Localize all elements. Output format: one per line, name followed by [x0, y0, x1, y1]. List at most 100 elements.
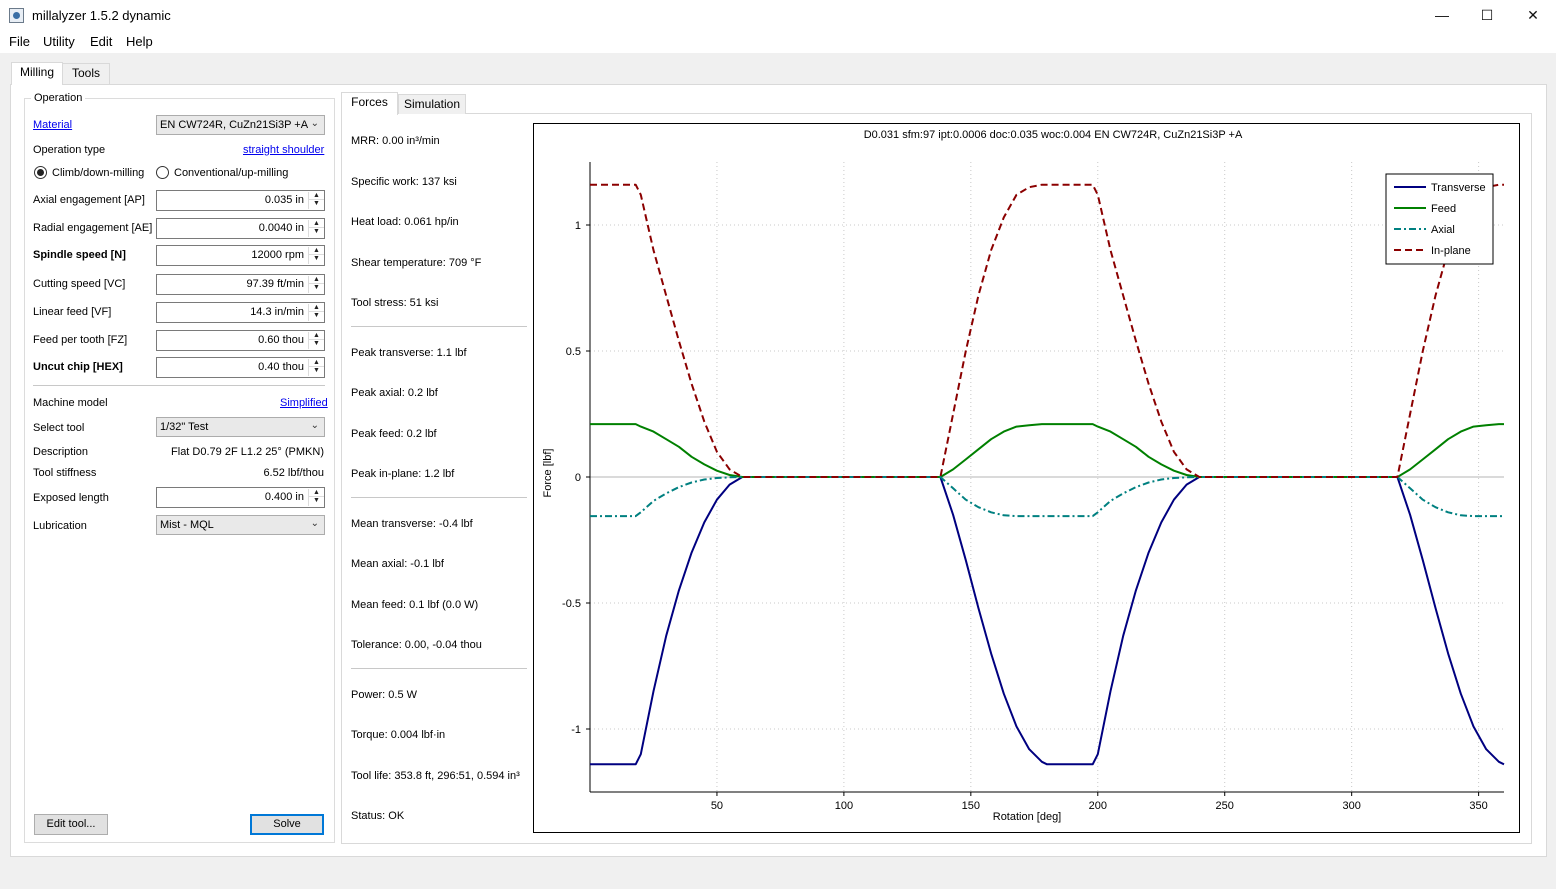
- uncut-chip-label: Uncut chip [HEX]: [33, 361, 123, 373]
- close-button[interactable]: ✕: [1527, 7, 1539, 23]
- spin-up-icon[interactable]: ▲: [309, 247, 324, 255]
- stat-tolerance: Tolerance: 0.00, -0.04 thou: [351, 639, 482, 651]
- uncut-chip-input[interactable]: 0.40 thou ▲ ▼: [156, 357, 325, 378]
- spin-down-icon[interactable]: ▼: [313, 284, 320, 291]
- lubrication-combo[interactable]: Mist - MQL ⌄: [156, 515, 325, 535]
- feed-per-tooth-label: Feed per tooth [FZ]: [33, 334, 128, 346]
- edit-tool-button[interactable]: Edit tool...: [34, 814, 108, 835]
- stat-tool-life: Tool life: 353.8 ft, 296:51, 0.594 in³: [351, 770, 520, 782]
- stat-power: Power: 0.5 W: [351, 689, 418, 701]
- spin-down-icon[interactable]: ▼: [313, 200, 320, 207]
- axial-engagement-value: 0.035 in: [264, 194, 304, 206]
- spin-down-icon[interactable]: ▼: [313, 340, 320, 347]
- spin-arrows[interactable]: ▲ ▼: [308, 220, 324, 237]
- stat-peak-axial: Peak axial: 0.2 lbf: [351, 387, 438, 399]
- tab-milling[interactable]: Milling: [11, 62, 63, 85]
- exposed-length-input[interactable]: 0.400 in ▲ ▼: [156, 487, 325, 508]
- force-chart[interactable]: 50 100 150 200 250 300 350 1 0.5 0 -0.5 -1 D0.031 sf…: [533, 123, 1520, 833]
- radial-engagement-input[interactable]: 0.0040 in ▲ ▼: [156, 218, 325, 239]
- machine-model-label: Machine model: [33, 397, 108, 409]
- tab-simulation[interactable]: Simulation: [398, 94, 466, 114]
- conventional-milling-label: Conventional/up-milling: [174, 167, 289, 179]
- spin-arrows[interactable]: ▲ ▼: [308, 247, 324, 264]
- spin-down-icon[interactable]: ▼: [313, 367, 320, 374]
- y-tick-label: -1: [571, 724, 581, 736]
- y-tick-label: 1: [575, 220, 581, 232]
- spindle-speed-input[interactable]: 12000 rpm ▲ ▼: [156, 245, 325, 266]
- stat-peak-feed: Peak feed: 0.2 lbf: [351, 428, 437, 440]
- stat-mrr: MRR: 0.00 in³/min: [351, 135, 440, 147]
- material-link[interactable]: Material: [33, 119, 73, 131]
- series-line-axial: [590, 476, 1504, 518]
- y-tick-label: 0.5: [566, 346, 581, 358]
- divider: [351, 497, 527, 498]
- legend-label: Feed: [1431, 203, 1456, 215]
- radial-engagement-label: Radial engagement [AE]: [33, 222, 153, 234]
- minimize-button[interactable]: —: [1435, 7, 1449, 23]
- stat-mean-axial: Mean axial: -0.1 lbf: [351, 558, 444, 570]
- spin-up-icon[interactable]: ▲: [309, 220, 324, 228]
- series-line-feed: [590, 423, 1504, 478]
- feed-per-tooth-input[interactable]: 0.60 thou ▲ ▼: [156, 330, 325, 351]
- operation-type-link[interactable]: straight shoulder: [243, 144, 325, 156]
- spin-down-icon[interactable]: ▼: [313, 255, 320, 262]
- uncut-chip-value: 0.40 thou: [258, 361, 304, 373]
- operation-type-label: Operation type: [33, 144, 106, 156]
- spin-down-icon[interactable]: ▼: [313, 497, 320, 504]
- menu-edit[interactable]: Edit: [90, 34, 113, 49]
- spin-up-icon[interactable]: ▲: [309, 192, 324, 200]
- select-tool-combo[interactable]: 1/32" Test ⌄: [156, 417, 325, 437]
- spin-arrows[interactable]: ▲ ▼: [308, 489, 324, 506]
- x-tick-label: 350: [1469, 800, 1487, 812]
- conventional-milling-radio[interactable]: [156, 166, 169, 179]
- legend-label: Transverse: [1431, 182, 1486, 194]
- cutting-speed-input[interactable]: 97.39 ft/min ▲ ▼: [156, 274, 325, 295]
- machine-model-link[interactable]: Simplified: [280, 397, 328, 409]
- spin-down-icon[interactable]: ▼: [313, 228, 320, 235]
- spin-arrows[interactable]: ▲ ▼: [308, 332, 324, 349]
- radial-engagement-value: 0.0040 in: [258, 222, 304, 234]
- spin-up-icon[interactable]: ▲: [309, 359, 324, 367]
- tab-tools[interactable]: Tools: [62, 63, 110, 84]
- chevron-down-icon: ⌄: [310, 118, 319, 129]
- x-tick-label: 300: [1342, 800, 1360, 812]
- spin-down-icon[interactable]: ▼: [313, 312, 320, 319]
- climb-milling-label: Climb/down-milling: [52, 167, 145, 179]
- spin-up-icon[interactable]: ▲: [309, 304, 324, 312]
- stat-shear-temperature: Shear temperature: 709 °F: [351, 257, 482, 269]
- spin-arrows[interactable]: ▲ ▼: [308, 359, 324, 376]
- y-axis-label: Force [lbf]: [542, 449, 554, 498]
- linear-feed-label: Linear feed [VF]: [33, 306, 112, 318]
- window-title: millalyzer 1.5.2 dynamic: [32, 8, 171, 23]
- linear-feed-value: 14.3 in/min: [250, 306, 304, 318]
- spin-up-icon[interactable]: ▲: [309, 276, 324, 284]
- spin-up-icon[interactable]: ▲: [309, 489, 324, 497]
- material-select[interactable]: EN CW724R, CuZn21Si3P +A ⌄: [156, 115, 325, 135]
- menu-help[interactable]: Help: [126, 34, 153, 49]
- x-tick-label: 250: [1216, 800, 1234, 812]
- spin-arrows[interactable]: ▲ ▼: [308, 276, 324, 293]
- spin-arrows[interactable]: ▲ ▼: [308, 304, 324, 321]
- cutting-speed-label: Cutting speed [VC]: [33, 278, 126, 290]
- climb-milling-radio[interactable]: [34, 166, 47, 179]
- solve-button[interactable]: Solve: [250, 814, 324, 835]
- menu-utility[interactable]: Utility: [43, 34, 75, 49]
- spin-up-icon[interactable]: ▲: [309, 332, 324, 340]
- spin-arrows[interactable]: ▲ ▼: [308, 192, 324, 209]
- spindle-speed-label: Spindle speed [N]: [33, 249, 126, 261]
- menu-file[interactable]: File: [9, 34, 30, 49]
- axial-engagement-input[interactable]: 0.035 in ▲ ▼: [156, 190, 325, 211]
- feed-per-tooth-value: 0.60 thou: [258, 334, 304, 346]
- tool-stiffness-value: 6.52 lbf/thou: [263, 467, 324, 479]
- y-tick-label: -0.5: [562, 598, 581, 610]
- title-bar: millalyzer 1.5.2 dynamic — ☐ ✕: [0, 0, 1556, 31]
- linear-feed-input[interactable]: 14.3 in/min ▲ ▼: [156, 302, 325, 323]
- tab-forces[interactable]: Forces: [341, 92, 398, 115]
- x-tick-label: 100: [835, 800, 853, 812]
- menu-bar: File Utility Edit Help: [0, 31, 1556, 53]
- lubrication-value: Mist - MQL: [160, 519, 214, 531]
- axial-engagement-label: Axial engagement [AP]: [33, 194, 145, 206]
- maximize-button[interactable]: ☐: [1480, 7, 1494, 23]
- cutting-speed-value: 97.39 ft/min: [246, 278, 304, 290]
- force-chart-svg: 50 100 150 200 250 300 350 1 0.5 0 -0.5 -1 D0.031 sf…: [542, 129, 1505, 823]
